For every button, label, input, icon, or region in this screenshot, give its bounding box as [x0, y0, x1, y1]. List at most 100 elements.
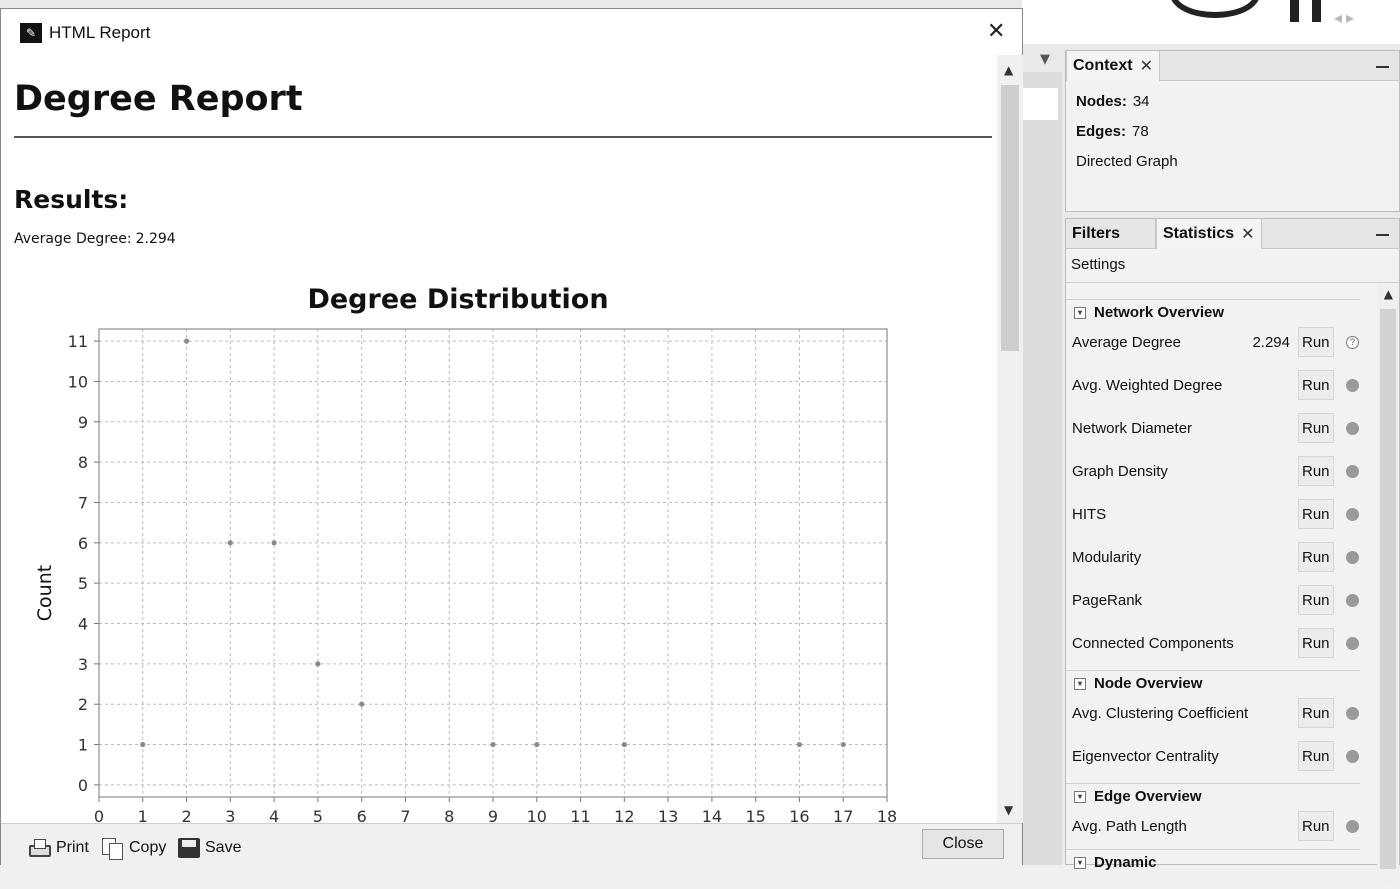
x-tick-label: 3 [225, 807, 235, 823]
run-button[interactable]: Run [1298, 628, 1334, 658]
run-button[interactable]: Run [1298, 499, 1334, 529]
run-button[interactable]: Run [1298, 456, 1334, 486]
x-tick-label: 6 [357, 807, 367, 823]
scroll-down-icon[interactable]: ▼ [1004, 803, 1014, 817]
scroll-up-icon[interactable]: ▲ [1383, 287, 1393, 301]
close-icon[interactable]: ✕ [1139, 58, 1153, 75]
chevron-down-icon[interactable]: ▼ [1040, 52, 1050, 67]
status-dot-icon [1346, 551, 1359, 564]
stat-row-eigenvector-centrality: Eigenvector Centrality Run [1066, 737, 1360, 777]
run-button[interactable]: Run [1298, 542, 1334, 572]
statistics-scrollbar[interactable]: ▲ [1377, 283, 1399, 883]
data-point [227, 540, 233, 546]
chart-points [140, 338, 846, 748]
help-icon[interactable]: ? [1346, 336, 1359, 349]
data-point [796, 741, 803, 748]
average-degree-value: 2.294 [135, 231, 176, 247]
app-icon: ✎ [20, 23, 42, 43]
copy-button[interactable]: Copy [102, 836, 166, 860]
run-button[interactable]: Run [1298, 327, 1334, 357]
x-axis-ticks: 0 1 2 3 4 5 6 7 8 9 10 11 12 13 14 15 16 17 18 [94, 797, 897, 823]
status-dot-icon [1346, 637, 1359, 650]
collapse-icon[interactable]: ▾ [1074, 306, 1086, 319]
y-tick-label: 5 [78, 574, 88, 593]
stat-name: PageRank [1072, 592, 1143, 609]
y-tick-label: 4 [78, 615, 88, 634]
collapse-icon[interactable]: ▾ [1074, 856, 1086, 869]
chart-title: Degree Distribution [307, 284, 608, 315]
stat-name: Avg. Weighted Degree [1072, 377, 1223, 394]
save-icon [178, 838, 200, 858]
nav-arrows-icon[interactable]: ◂▸ [1334, 8, 1359, 27]
background-workspace-panel [1022, 88, 1058, 120]
context-panel: Context ✕ Nodes: 34 Edges: 78 Directed Gra… [1065, 50, 1400, 212]
run-button[interactable]: Run [1298, 370, 1334, 400]
x-tick-label: 17 [833, 807, 853, 823]
settings-link[interactable]: Settings [1066, 249, 1399, 283]
dialog-titlebar[interactable]: ✎ HTML Report ✕ [1, 9, 1022, 55]
section-dynamic[interactable]: ▾ Dynamic [1066, 849, 1360, 875]
stat-row-graph-density: Graph Density Run [1066, 452, 1360, 492]
stat-name: HITS [1072, 506, 1107, 523]
section-title: Edge Overview [1094, 788, 1202, 805]
stat-name: Avg. Path Length [1072, 818, 1187, 835]
tab-filters[interactable]: Filters [1066, 219, 1156, 249]
report-scrollbar[interactable]: ▲ ▼ [997, 55, 1023, 823]
run-button[interactable]: Run [1298, 413, 1334, 443]
stat-name: Modularity [1072, 549, 1142, 566]
scrollbar-thumb[interactable] [1380, 309, 1396, 869]
close-button[interactable]: Close [922, 829, 1004, 859]
data-point [183, 338, 190, 344]
save-button[interactable]: Save [178, 836, 241, 860]
x-tick-label: 2 [181, 807, 191, 823]
close-icon[interactable]: ✕ [1241, 226, 1255, 243]
scroll-up-icon[interactable]: ▲ [1004, 63, 1014, 77]
statistics-panel: Filters Statistics ✕ Settings ▾ Network … [1065, 218, 1400, 883]
print-button[interactable]: Print [29, 836, 89, 860]
divider [14, 136, 992, 138]
y-tick-label: 2 [78, 695, 88, 714]
html-report-dialog: ✎ HTML Report ✕ Degree Report Results: A… [0, 8, 1023, 865]
nodes-label: Nodes: [1076, 93, 1127, 110]
stat-row-avg-clustering-coefficient: Avg. Clustering Coefficient Run [1066, 694, 1360, 734]
y-tick-label: 10 [68, 372, 88, 391]
section-title: Network Overview [1094, 304, 1225, 321]
x-tick-label: 18 [877, 807, 897, 823]
average-degree-line: Average Degree: 2.294 [14, 231, 176, 247]
collapse-icon[interactable]: ▾ [1074, 790, 1086, 803]
printer-icon [29, 839, 51, 857]
copy-icon [102, 838, 124, 860]
average-degree-label: Average Degree: [14, 231, 132, 247]
collapse-icon[interactable]: ▾ [1074, 677, 1086, 690]
run-button[interactable]: Run [1298, 698, 1334, 728]
app-logo-bar [1312, 0, 1321, 22]
x-tick-label: 13 [658, 807, 678, 823]
scrollbar-thumb[interactable] [1001, 85, 1019, 351]
y-tick-label: 6 [78, 534, 88, 553]
y-tick-label: 9 [78, 413, 88, 432]
x-tick-label: 4 [269, 807, 279, 823]
x-tick-label: 11 [570, 807, 590, 823]
tab-context[interactable]: Context ✕ [1066, 51, 1160, 81]
section-node-overview[interactable]: ▾ Node Overview [1066, 670, 1360, 696]
stat-row-connected-components: Connected Components Run [1066, 624, 1360, 664]
stat-name: Connected Components [1072, 635, 1234, 652]
app-logo-bar [1290, 0, 1299, 22]
run-button[interactable]: Run [1298, 811, 1334, 841]
section-title: Dynamic [1094, 854, 1157, 871]
run-button[interactable]: Run [1298, 585, 1334, 615]
minimize-icon[interactable] [1376, 234, 1389, 236]
report-content: Degree Report Results: Average Degree: 2.… [9, 55, 997, 823]
close-icon[interactable]: ✕ [987, 19, 1006, 44]
status-dot-icon [1346, 422, 1359, 435]
run-button[interactable]: Run [1298, 741, 1334, 771]
stat-name: Graph Density [1072, 463, 1168, 480]
section-network-overview[interactable]: ▾ Network Overview [1066, 299, 1360, 325]
tab-context-label: Context [1073, 57, 1133, 74]
stat-row-pagerank: PageRank Run [1066, 581, 1360, 621]
tab-statistics[interactable]: Statistics ✕ [1156, 219, 1262, 249]
minimize-icon[interactable] [1376, 66, 1389, 68]
data-point [271, 540, 277, 546]
section-edge-overview[interactable]: ▾ Edge Overview [1066, 783, 1360, 809]
x-tick-label: 12 [614, 807, 634, 823]
